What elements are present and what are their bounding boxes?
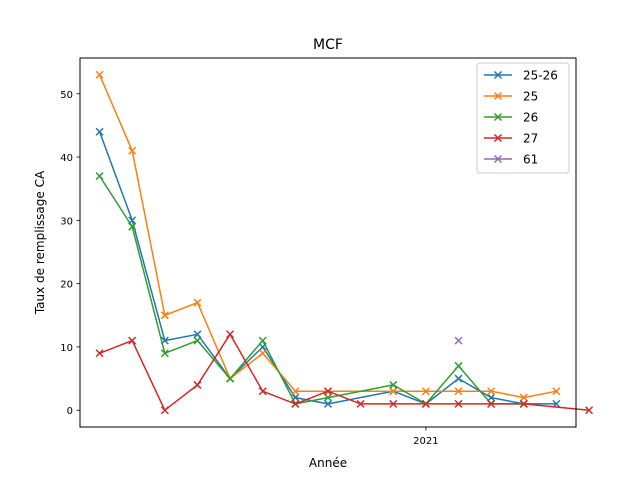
legend-marker — [493, 112, 503, 122]
data-point — [454, 361, 463, 370]
data-point — [258, 349, 267, 358]
data-point — [95, 70, 104, 79]
legend-item: 25-26 — [484, 69, 558, 83]
data-point — [356, 399, 365, 408]
data-point — [519, 399, 528, 408]
legend-label: 27 — [523, 132, 538, 146]
data-point — [323, 399, 333, 408]
legend-item: 26 — [484, 111, 538, 125]
legend-marker — [493, 91, 503, 101]
y-axis-label: Taux de remplissage CA — [33, 170, 47, 315]
series-27 — [95, 330, 594, 415]
data-point — [226, 330, 235, 339]
data-point — [160, 311, 169, 320]
legend-item: 27 — [484, 132, 538, 146]
x-axis-label: Année — [309, 456, 347, 470]
data-point — [519, 393, 528, 402]
y-tick-label: 0 — [67, 406, 73, 417]
x-tick-label: 2021 — [413, 436, 438, 447]
legend-label: 25-26 — [523, 69, 558, 83]
x-axis: 2021 — [413, 427, 439, 447]
data-point — [454, 399, 463, 408]
legend-marker — [493, 154, 503, 164]
y-tick-label: 40 — [60, 153, 73, 164]
data-point — [389, 380, 398, 389]
data-point — [128, 146, 137, 155]
data-point — [128, 222, 137, 231]
legend-frame — [476, 62, 570, 174]
data-point — [323, 393, 333, 402]
data-point — [454, 374, 463, 383]
plot-frame — [79, 57, 577, 428]
data-point — [585, 406, 594, 415]
legend-marker — [493, 133, 503, 143]
data-point — [323, 387, 333, 396]
data-point — [193, 336, 202, 345]
y-tick-label: 20 — [60, 280, 73, 291]
data-point — [226, 374, 235, 383]
data-point — [552, 387, 561, 396]
data-point — [454, 387, 463, 396]
data-point — [160, 406, 169, 415]
legend-label: 61 — [523, 153, 538, 167]
data-point — [160, 349, 169, 358]
data-point — [487, 399, 496, 408]
series-layer — [95, 70, 594, 415]
data-point — [128, 336, 137, 345]
legend: 25-26 25 26 27 61 — [476, 62, 570, 174]
data-point — [421, 387, 430, 396]
data-point — [193, 298, 202, 307]
legend-item: 61 — [484, 153, 538, 167]
legend-marker — [493, 70, 503, 80]
series-61 — [454, 336, 463, 345]
y-tick-label: 10 — [60, 343, 73, 354]
data-point — [258, 387, 267, 396]
data-point — [291, 399, 300, 408]
series-line — [98, 74, 557, 399]
legend-item: 25 — [484, 90, 538, 104]
legend-label: 25 — [523, 90, 538, 104]
data-point — [389, 387, 398, 396]
series-25 — [95, 70, 561, 402]
legend-label: 26 — [523, 111, 538, 125]
data-point — [454, 336, 463, 345]
data-point — [389, 399, 398, 408]
chart-title: MCF — [313, 37, 343, 53]
data-point — [95, 127, 104, 136]
data-point — [487, 387, 496, 396]
plot-area: 2021 0 10 20 30 40 50 — [60, 57, 594, 447]
y-tick-label: 30 — [60, 216, 73, 227]
y-axis: 0 10 20 30 40 50 — [60, 90, 80, 417]
data-point — [421, 399, 430, 408]
data-point — [258, 336, 267, 345]
data-point — [487, 393, 496, 402]
data-point — [193, 380, 202, 389]
data-point — [291, 387, 300, 396]
data-point — [193, 330, 202, 339]
y-tick-label: 50 — [60, 90, 73, 101]
data-point — [95, 172, 104, 181]
data-point — [95, 349, 104, 358]
